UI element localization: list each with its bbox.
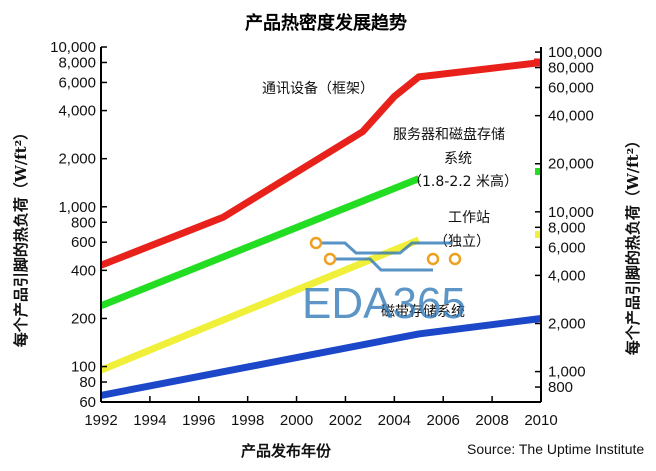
y-left-tick-label-2: 6,000	[58, 74, 96, 91]
y-left-tick-label-10: 100	[71, 359, 96, 376]
y-left-tick-label-5: 1,000	[58, 199, 96, 216]
x-tick-label-1: 1994	[133, 412, 166, 429]
y-right-tick-label-11: 800	[548, 379, 573, 396]
marker-telecom	[534, 58, 541, 67]
y-left-tick-label-8: 400	[71, 262, 96, 279]
x-tick-label-6: 2004	[378, 412, 411, 429]
y-axis-left-label: 每个产品引脚的热负荷（W/ft²）	[12, 125, 30, 347]
series-line-2	[99, 236, 421, 374]
y-right-tick-label-6: 8,000	[548, 219, 586, 236]
y-left-tick-label-7: 600	[71, 234, 96, 251]
source-note: Source: The Uptime Institute	[467, 441, 644, 457]
series-line-3	[100, 315, 542, 399]
watermark-circuit-icon	[309, 236, 462, 272]
y-left-tick-label-4: 2,000	[58, 151, 96, 168]
annotation-workstation-line1: 工作站	[448, 210, 490, 226]
annotation-server-line1: 服务器和磁盘存储	[393, 126, 505, 143]
x-tick-label-2: 1996	[182, 412, 215, 429]
y-left-tick-label-12: 60	[79, 394, 96, 411]
y-right-tick-label-1: 80,000	[548, 60, 594, 77]
y-right-tick-label-2: 60,000	[548, 80, 594, 97]
y-right-tick-label-8: 4,000	[548, 267, 586, 284]
series-layer	[99, 58, 542, 399]
y-right-tick-label-7: 6,000	[548, 239, 586, 256]
y-right-tick-label-10: 1,000	[548, 364, 586, 381]
y-right-tick-label-5: 10,000	[548, 204, 594, 221]
x-tick-label-0: 1992	[84, 412, 117, 429]
y-right-tick-label-0: 100,000	[548, 44, 602, 61]
y-right-tick-label-4: 20,000	[548, 156, 594, 173]
chart-title: 产品热密度发展趋势	[245, 12, 407, 34]
annotation-tape: 磁带存储系统	[381, 304, 465, 320]
ticks-layer: 1992 1994 1996 1998 2000 2002 2004 2006 2008 2010…	[50, 39, 602, 429]
x-axis-label: 产品发布年份	[241, 442, 332, 460]
annotation-workstation-line2: （独立）	[434, 234, 490, 250]
x-tick-label-3: 1998	[231, 412, 264, 429]
watermark-text: EDA365	[302, 279, 466, 328]
annotation-server-line3: （1.8-2.2 米高）	[408, 173, 518, 190]
y-left-tick-label-6: 800	[71, 214, 96, 231]
y-left-tick-label-3: 4,000	[58, 103, 96, 120]
y-left-tick-label-1: 8,000	[58, 54, 96, 71]
y-left-tick-label-11: 80	[79, 374, 96, 391]
y-left-tick-label-9: 200	[71, 310, 96, 327]
x-tick-label-4: 2000	[280, 412, 313, 429]
y-left-tick-label-0: 10,000	[50, 39, 96, 56]
x-tick-label-8: 2008	[475, 412, 508, 429]
marker-server	[535, 168, 541, 175]
marker-workstation	[535, 231, 541, 238]
series-line-1	[99, 175, 421, 310]
x-tick-label-7: 2006	[427, 412, 460, 429]
series-line-0	[99, 59, 542, 269]
y-axis-right-label: 每个产品引脚的热负荷（W/ft²）	[624, 133, 642, 355]
annotation-telecom: 通讯设备（框架）	[262, 80, 374, 97]
annotation-server-line2: 系统	[444, 151, 472, 167]
x-tick-label-9: 2010	[524, 412, 557, 429]
y-right-tick-label-3: 40,000	[548, 108, 594, 125]
x-tick-label-5: 2002	[329, 412, 362, 429]
y-right-tick-label-9: 2,000	[548, 315, 586, 332]
